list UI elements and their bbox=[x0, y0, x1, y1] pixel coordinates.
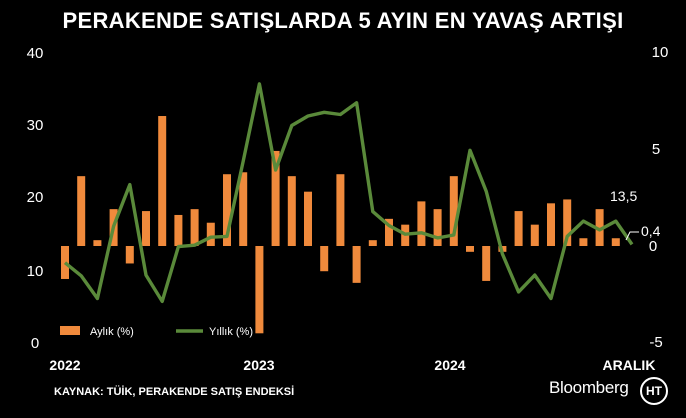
brand-logo: Bloomberg bbox=[549, 378, 629, 397]
left-tick-20: 20 bbox=[27, 189, 44, 206]
bar-26 bbox=[482, 246, 491, 281]
chart-title: PERAKENDE SATIŞLARDA 5 AYIN EN YAVAŞ ART… bbox=[62, 8, 624, 33]
legend: Aylık (%) Yıllık (%) bbox=[60, 326, 253, 338]
bar-2 bbox=[93, 240, 102, 246]
x-label-aralik: ARALIK bbox=[603, 357, 656, 373]
bar-14 bbox=[287, 176, 296, 246]
bar-11 bbox=[239, 172, 248, 246]
bar-6 bbox=[158, 116, 167, 247]
bar-19 bbox=[368, 240, 377, 246]
bar-1 bbox=[77, 176, 86, 246]
bar-16 bbox=[320, 246, 329, 272]
line-series bbox=[63, 82, 634, 304]
bar-23 bbox=[433, 209, 442, 246]
bar-31 bbox=[563, 199, 572, 246]
bar-12 bbox=[255, 246, 264, 334]
annotation-leader bbox=[625, 231, 639, 241]
bar-24 bbox=[449, 176, 458, 246]
legend-line-label: Yıllık (%) bbox=[209, 326, 253, 338]
bar-34 bbox=[611, 238, 620, 246]
right-axis: 10 5 0 -5 bbox=[649, 44, 669, 351]
bar-22 bbox=[417, 201, 426, 246]
annotation-monthly-last: 0,4 bbox=[641, 223, 661, 239]
left-tick-0: 0 bbox=[31, 335, 39, 352]
bar-10 bbox=[223, 174, 231, 246]
legend-bar-swatch bbox=[60, 326, 80, 335]
bar-20 bbox=[385, 218, 393, 246]
left-tick-10: 10 bbox=[27, 263, 44, 280]
x-axis: 2022 2023 2024 ARALIK bbox=[49, 357, 655, 373]
x-label-2022: 2022 bbox=[49, 357, 80, 373]
bar-29 bbox=[530, 224, 539, 246]
bar-25 bbox=[466, 246, 474, 252]
left-tick-30: 30 bbox=[27, 117, 44, 134]
legend-bar-label: Aylık (%) bbox=[90, 326, 134, 338]
bar-33 bbox=[595, 209, 604, 246]
bar-5 bbox=[142, 211, 150, 246]
annotation-yearly-last: 13,5 bbox=[610, 188, 637, 204]
x-label-2023: 2023 bbox=[243, 357, 274, 373]
right-tick-10: 10 bbox=[652, 44, 669, 61]
bar-0 bbox=[61, 246, 69, 279]
x-label-2024: 2024 bbox=[434, 357, 465, 373]
bar-30 bbox=[547, 203, 555, 246]
right-tick-minus5: -5 bbox=[649, 334, 662, 351]
bar-9 bbox=[206, 222, 215, 246]
ht-logo-text: HT bbox=[646, 384, 662, 398]
bar-15 bbox=[304, 191, 312, 246]
bar-32 bbox=[579, 238, 588, 246]
bar-13 bbox=[271, 150, 280, 246]
annotations: 13,5 0,4 bbox=[610, 188, 661, 241]
bar-8 bbox=[190, 209, 199, 246]
ht-logo: HT bbox=[640, 377, 668, 405]
bar-series bbox=[61, 116, 620, 334]
bar-18 bbox=[352, 246, 361, 283]
right-tick-5: 5 bbox=[652, 141, 660, 158]
bar-7 bbox=[174, 214, 183, 246]
bar-28 bbox=[514, 211, 523, 246]
source-note: KAYNAK: TÜİK, PERAKENDE SATIŞ ENDEKSİ bbox=[54, 386, 295, 398]
right-tick-0: 0 bbox=[649, 238, 657, 255]
bar-17 bbox=[336, 174, 345, 246]
bar-4 bbox=[125, 246, 134, 264]
left-tick-40: 40 bbox=[27, 45, 44, 62]
left-axis: 40 30 20 10 0 bbox=[27, 45, 44, 352]
